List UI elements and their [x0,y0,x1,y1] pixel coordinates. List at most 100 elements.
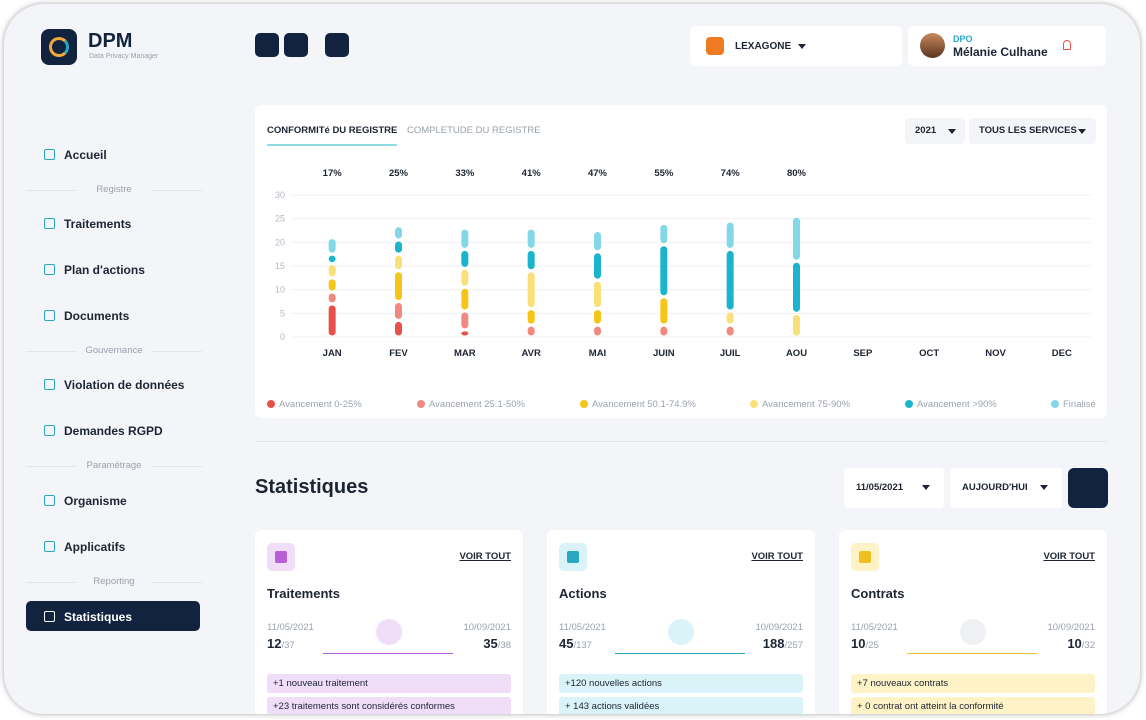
start-total: /37 [281,640,295,651]
bar-segment [328,293,336,303]
x-tick-label: FEV [389,348,408,359]
bar-segment [594,326,601,336]
section-title: Statistiques [255,476,369,498]
bar-segment [726,312,734,324]
logo [41,29,77,65]
bar-segment [461,331,469,336]
nav-item[interactable]: Accueil [64,148,107,162]
legend-swatch [580,400,588,408]
stat-card: VOIR TOUT Traitements 11/05/2021 10/09/2021… [255,530,523,714]
chart: 0 5 10 15 20 25 30 JAN 17% FEV 25% MAR 33% AVR 41% MAI 4… [267,168,1096,410]
tab[interactable]: COMPLETUDE DU REGISTRE [407,125,541,136]
y-tick-label: 10 [275,285,285,295]
stat-note: +1 nouveau traitement [267,674,511,693]
legend-swatch [417,400,425,408]
legend-label: Finalisé [1063,399,1096,410]
nav-item[interactable]: Demandes RGPD [64,424,163,438]
total-label: 17% [323,168,343,179]
end-total: /32 [1081,640,1095,651]
nav-item[interactable]: Traitements [64,217,132,231]
legend-label: Avancement >90% [917,399,997,410]
y-tick-label: 5 [280,308,285,318]
legend-label: Avancement 50.1-74.9% [592,399,696,410]
dropdown-arrow [922,485,930,490]
trend-line [615,653,745,654]
bar-segment [395,303,402,319]
dropdown-arrow [798,44,806,49]
bar-segment [594,310,601,324]
card-icon-glyph [567,551,579,563]
chart-card: CONFORMITé DU REGISTRE COMPLETUDE DU REG… [255,105,1107,418]
forward-button[interactable] [284,33,308,57]
total-label: 25% [389,168,409,179]
legend-label: Avancement 25.1-50% [429,399,525,410]
start-date: 11/05/2021 [559,622,606,633]
x-tick-label: DEC [1052,348,1072,359]
nav-icon [44,149,55,160]
tab-active[interactable]: CONFORMITé DU REGISTRE [267,125,398,146]
bar-segment [660,246,668,296]
start-value: 12/37 [267,636,295,651]
bar-segment [594,281,601,308]
bar-segment [527,326,535,336]
nav-item[interactable]: Documents [64,309,130,323]
y-tick-label: 25 [275,214,285,224]
nav-section: Gouvernance [26,345,202,356]
end-total: /257 [784,640,804,651]
legend-swatch [905,400,913,408]
bar-segment [726,326,734,336]
card-title: Actions [559,586,607,601]
org-selector[interactable] [690,26,902,66]
bar-segment [395,321,402,336]
bar-segment [793,262,800,312]
nav-item[interactable]: Organisme [64,494,127,508]
see-all-link[interactable]: VOIR TOUT [1043,551,1095,562]
total-label: 47% [588,168,608,179]
y-tick-label: 0 [280,332,285,342]
card-icon-glyph [275,551,287,563]
x-tick-label: AVR [521,348,540,359]
card-title: Traitements [267,586,340,601]
nav-item[interactable]: Violation de données [64,378,185,392]
x-tick-label: JAN [323,348,342,359]
bell-icon[interactable] [1063,40,1071,50]
search-button[interactable] [325,33,349,57]
bar-segment [395,241,402,253]
bar-segment [527,250,535,270]
see-all-link[interactable]: VOIR TOUT [751,551,803,562]
user-name: Mélanie Culhane [953,45,1048,59]
dropdown-arrow [1040,485,1048,490]
bar-segment [660,298,668,324]
trend-line [907,653,1037,654]
stat-note: +7 nouveaux contrats [851,674,1095,693]
org-logo [706,37,724,55]
bar-segment [594,253,601,279]
start-date: 11/05/2021 [851,622,898,633]
stat-note: +23 traitements sont considérés conforme… [267,697,511,714]
nav-active[interactable] [26,601,200,631]
export-button[interactable] [1068,468,1108,508]
total-label: 55% [654,168,674,179]
trend-icon [376,619,402,645]
nav-icon [44,611,55,622]
x-tick-label: AOU [786,348,807,359]
y-tick-label: 20 [275,237,285,247]
nav-item[interactable]: Statistiques [64,610,133,624]
card-title: Contrats [851,586,905,601]
service-filter[interactable]: TOUS LES SERVICES [969,118,1096,144]
trend-line [323,653,453,654]
end-total: /38 [497,640,511,651]
total-label: 80% [787,168,807,179]
nav-item[interactable]: Applicatifs [64,540,126,554]
end-value: 35/38 [483,636,511,651]
bar-segment [328,265,336,277]
y-tick-label: 15 [275,261,285,271]
bar-segment [328,239,336,253]
bar-segment [527,229,535,248]
see-all-link[interactable]: VOIR TOUT [459,551,511,562]
back-button[interactable] [255,33,279,57]
trend-icon [668,619,694,645]
start-value: 10/25 [851,636,879,651]
x-tick-label: MAI [589,348,606,359]
nav-item[interactable]: Plan d'actions [64,263,145,277]
